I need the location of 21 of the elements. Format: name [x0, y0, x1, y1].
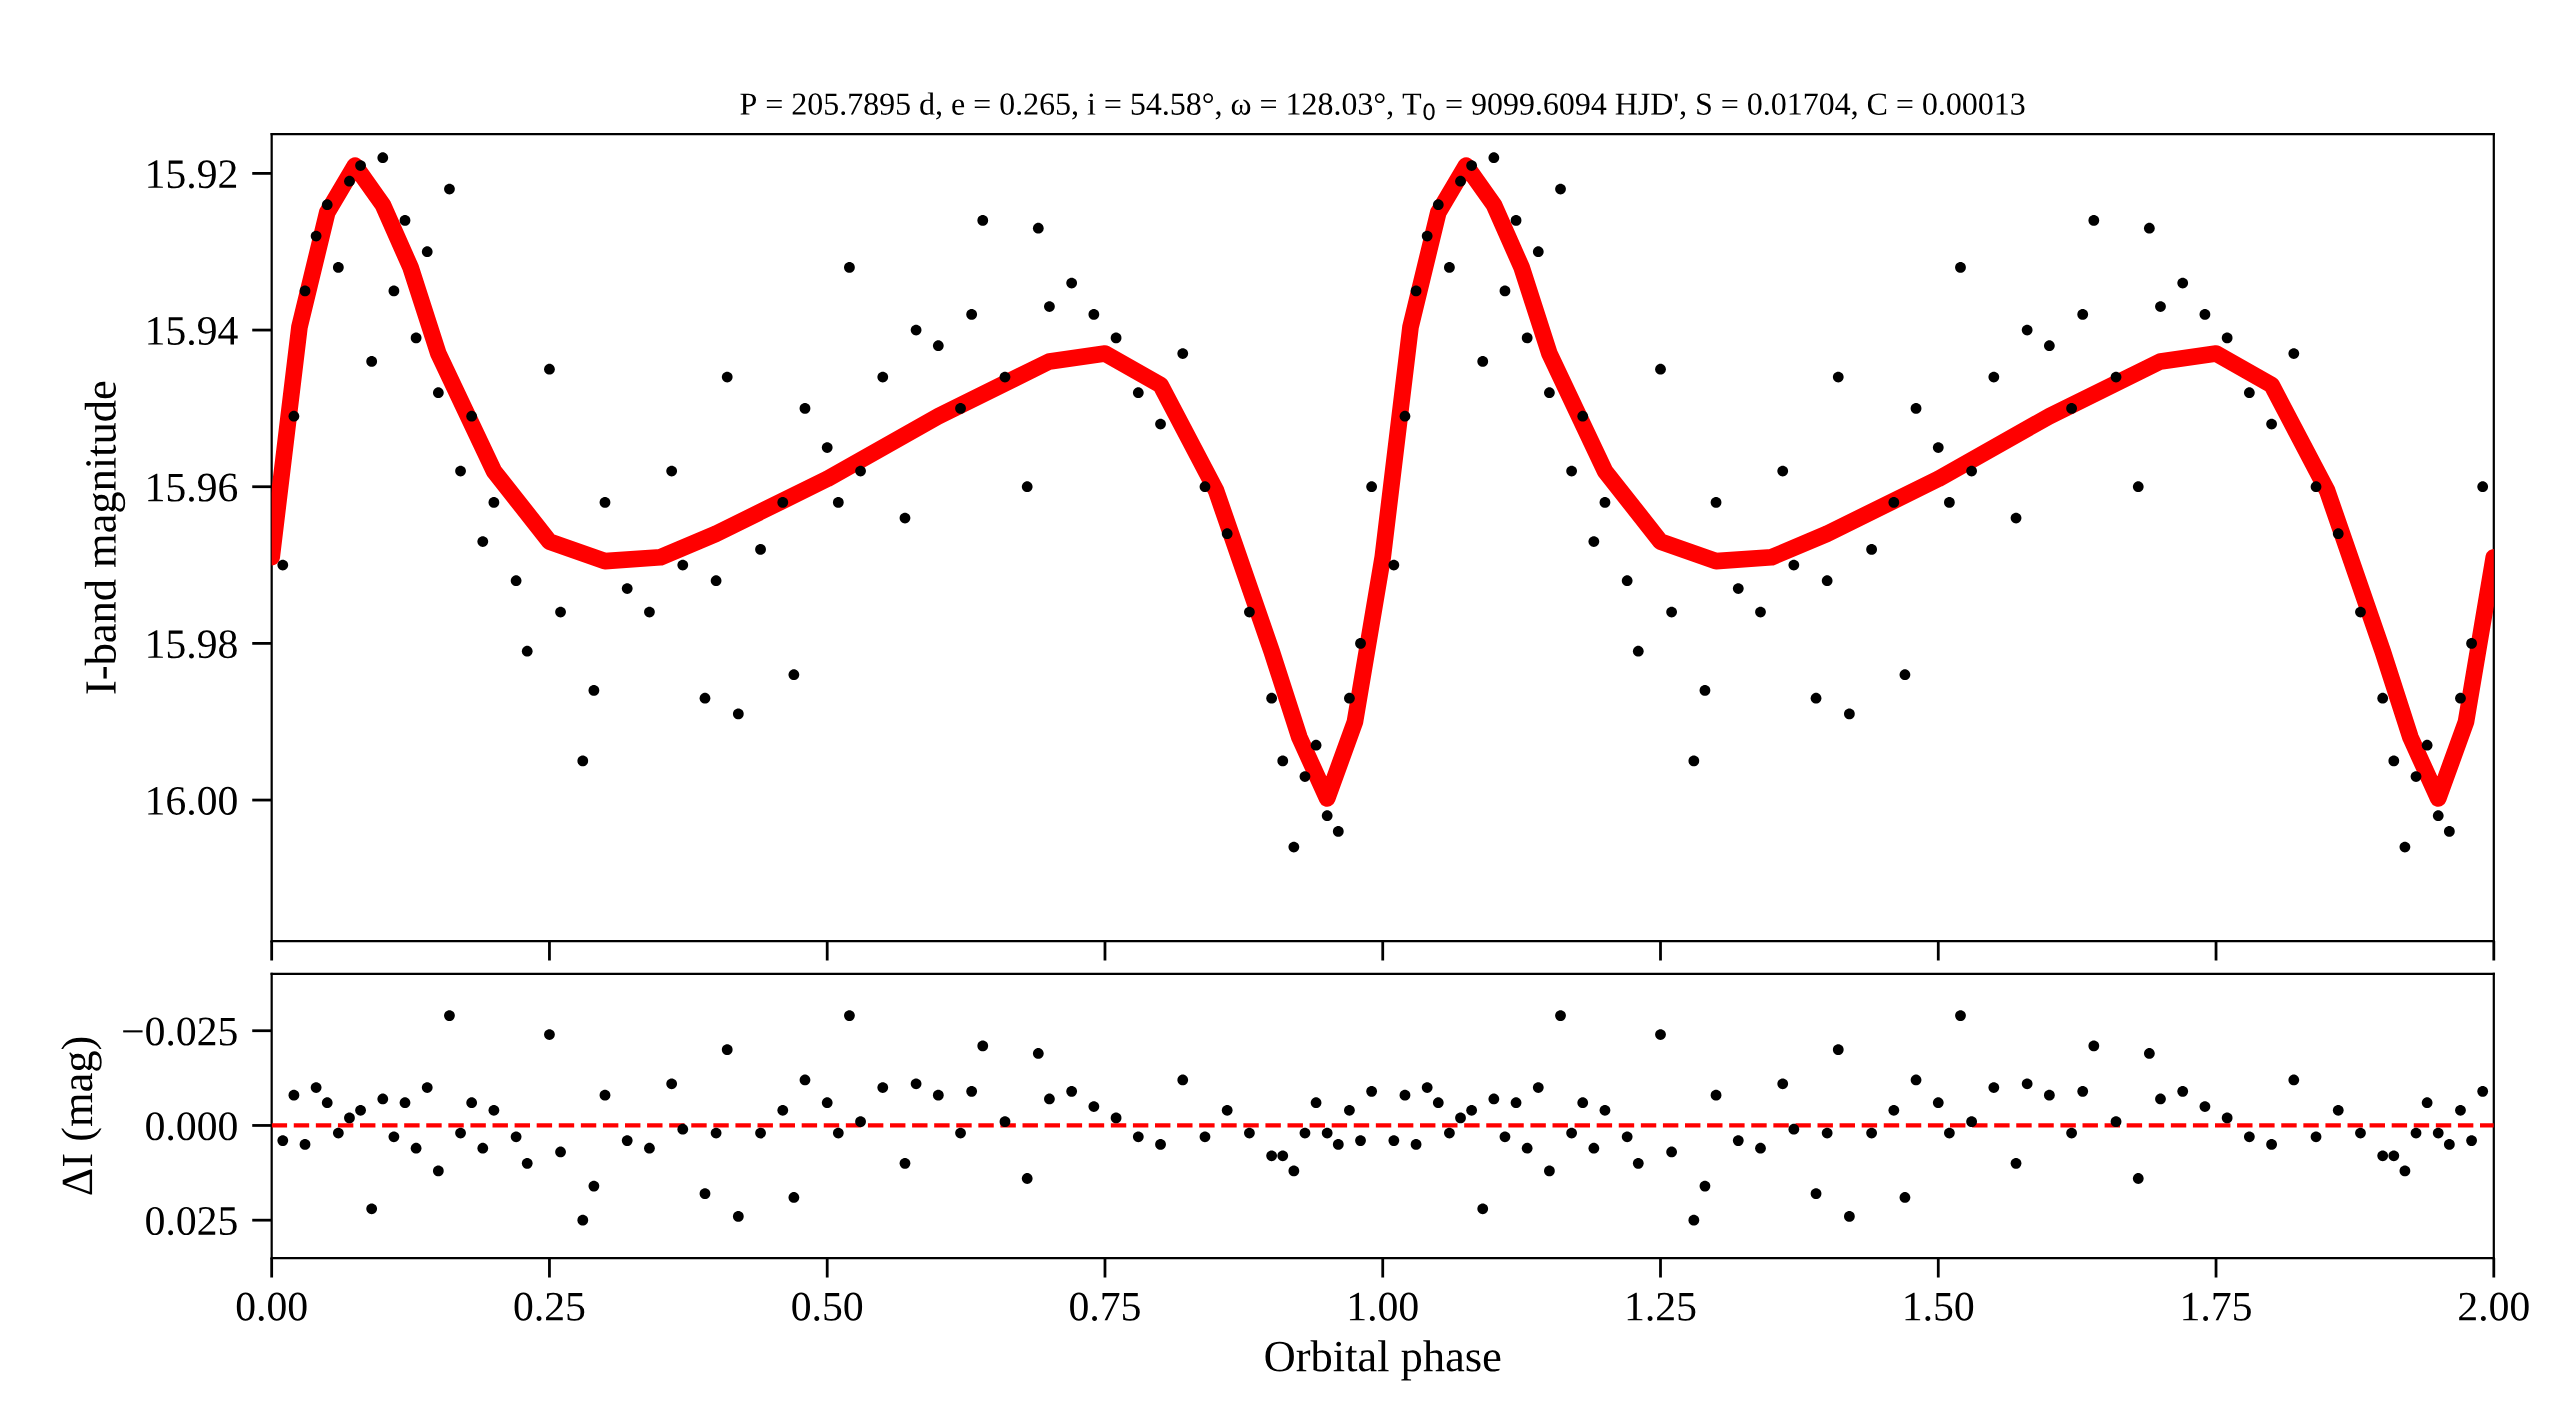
x-tick-label: 1.25 — [1627, 1292, 1696, 1321]
x-tick-label: 0.00 — [236, 1292, 307, 1321]
x-tick-label: 0.75 — [1070, 1292, 1140, 1321]
x-tick-label: 2.00 — [2459, 1292, 2529, 1321]
y-tick-label: 15.96 — [148, 473, 238, 502]
y-tick-label: 0.025 — [146, 1206, 237, 1236]
x-tick-label: 1.75 — [2183, 1292, 2251, 1321]
x-tick-label: 1.00 — [1349, 1292, 1418, 1321]
chart-title: P = 205.7895 d, e = 0.265, i = 54.58°, ω = 128.03°, T$_{0}$ = 9099.6094 HJD', S = 0.01704, C = 0.00013 — [740, 92, 2025, 121]
y-axis-title: I-band magnitude — [84, 381, 126, 694]
y-tick-label: 16.00 — [148, 786, 237, 816]
y-tick-label: 15.98 — [148, 630, 237, 659]
x-tick-label: 0.50 — [792, 1292, 863, 1321]
y-axis-title: ΔI (mag) — [61, 1037, 102, 1195]
y-tick-label: −0.025 — [123, 1017, 237, 1046]
x-tick-label: 1.50 — [1905, 1292, 1974, 1321]
y-tick-label: 15.92 — [148, 160, 237, 189]
x-tick-label: 0.25 — [514, 1292, 585, 1321]
x-axis-title: Orbital phase — [1265, 1340, 1501, 1381]
y-tick-label: 15.94 — [148, 316, 238, 346]
y-tick-label: 0.000 — [146, 1112, 237, 1141]
